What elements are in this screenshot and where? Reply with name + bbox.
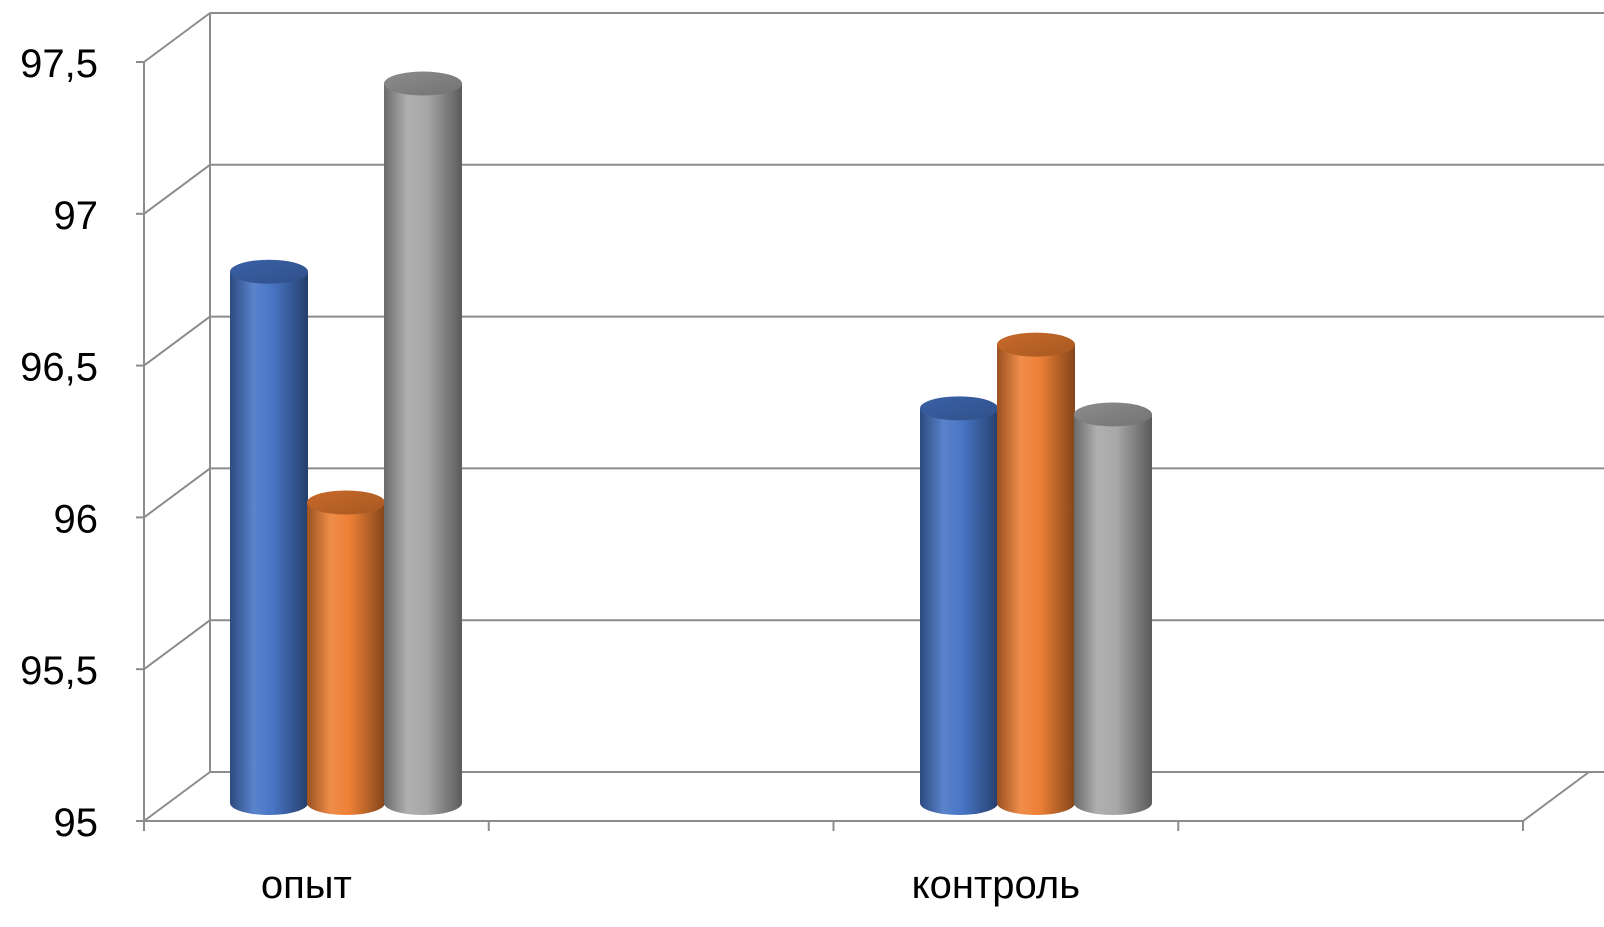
y-tick-label: 95	[54, 801, 99, 845]
bar-cap	[920, 396, 998, 421]
bar-cap	[997, 332, 1075, 357]
bar-cap	[230, 259, 308, 284]
bar	[920, 396, 998, 815]
gridline-side	[143, 12, 211, 63]
bar	[1074, 402, 1152, 815]
axes	[136, 13, 1590, 831]
gridline-side	[143, 163, 211, 215]
y-tick-label: 97,5	[20, 42, 98, 86]
floor-edge	[1522, 771, 1590, 822]
bar-body	[230, 271, 308, 816]
y-tick-label: 95,5	[20, 649, 98, 693]
bars	[230, 71, 1152, 816]
bar-cap	[1074, 402, 1152, 427]
y-tick-label: 97	[54, 194, 99, 238]
gridline-side	[143, 467, 211, 519]
bar	[230, 259, 308, 816]
y-tick-label: 96	[54, 497, 99, 541]
gridline-side	[143, 619, 211, 671]
y-axis-tick-labels: 95 95,5 96 96,5 97 97,5	[20, 42, 98, 845]
x-axis-category-labels: опыт контроль	[261, 863, 1080, 907]
bar	[307, 490, 385, 815]
bar-body	[997, 344, 1075, 815]
bar-cap	[384, 71, 462, 96]
bar-body	[920, 408, 998, 815]
bar	[997, 332, 1075, 815]
bar-body	[1074, 414, 1152, 815]
gridline-side	[143, 771, 211, 822]
x-category-label: контроль	[912, 863, 1080, 907]
y-tick-label: 96,5	[20, 346, 98, 390]
bar-body	[307, 502, 385, 815]
bar-body	[384, 83, 462, 816]
bar-cap	[307, 490, 385, 515]
x-category-label: опыт	[261, 863, 352, 907]
bar	[384, 71, 462, 816]
gridline-side	[143, 315, 211, 367]
